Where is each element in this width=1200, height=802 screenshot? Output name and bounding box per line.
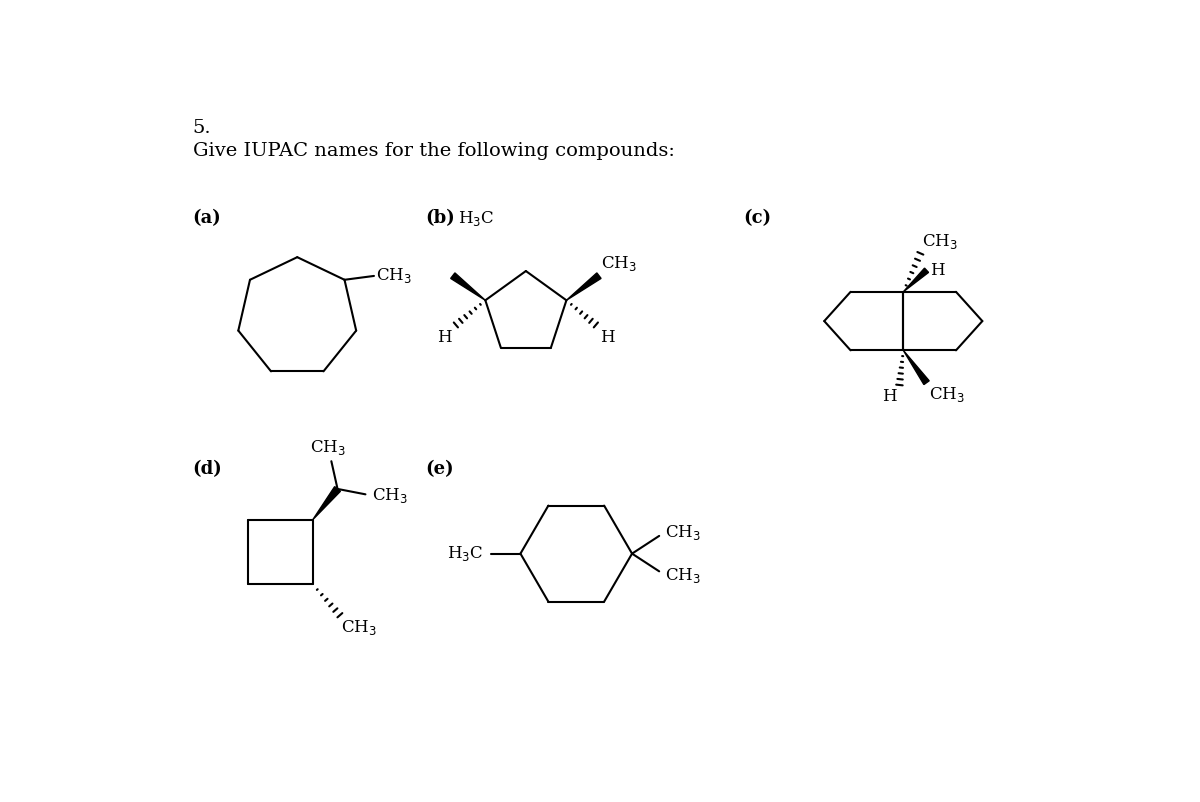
Text: CH$_3$: CH$_3$ <box>311 438 346 456</box>
Text: Give IUPAC names for the following compounds:: Give IUPAC names for the following compo… <box>193 143 674 160</box>
Text: H$_3$C: H$_3$C <box>457 209 494 229</box>
Text: H: H <box>437 329 452 346</box>
Polygon shape <box>904 350 929 385</box>
Polygon shape <box>566 273 601 300</box>
Polygon shape <box>313 487 341 520</box>
Text: CH$_3$: CH$_3$ <box>377 266 412 286</box>
Text: CH$_3$: CH$_3$ <box>342 618 377 638</box>
Text: CH$_3$: CH$_3$ <box>665 523 701 541</box>
Text: CH$_3$: CH$_3$ <box>929 385 965 404</box>
Text: CH$_3$: CH$_3$ <box>601 254 637 273</box>
Text: CH$_3$: CH$_3$ <box>665 565 701 585</box>
Text: (e): (e) <box>425 460 454 478</box>
Text: (b): (b) <box>425 209 455 228</box>
Text: CH$_3$: CH$_3$ <box>372 485 408 504</box>
Text: 5.: 5. <box>193 119 211 137</box>
Text: CH$_3$: CH$_3$ <box>922 232 958 251</box>
Polygon shape <box>451 273 485 300</box>
Polygon shape <box>904 268 929 292</box>
Text: H$_3$C: H$_3$C <box>448 544 484 563</box>
Text: (c): (c) <box>743 209 772 228</box>
Text: H: H <box>600 329 614 346</box>
Text: H: H <box>930 261 944 279</box>
Text: H: H <box>882 388 896 405</box>
Text: (d): (d) <box>193 460 222 478</box>
Text: (a): (a) <box>193 209 221 228</box>
